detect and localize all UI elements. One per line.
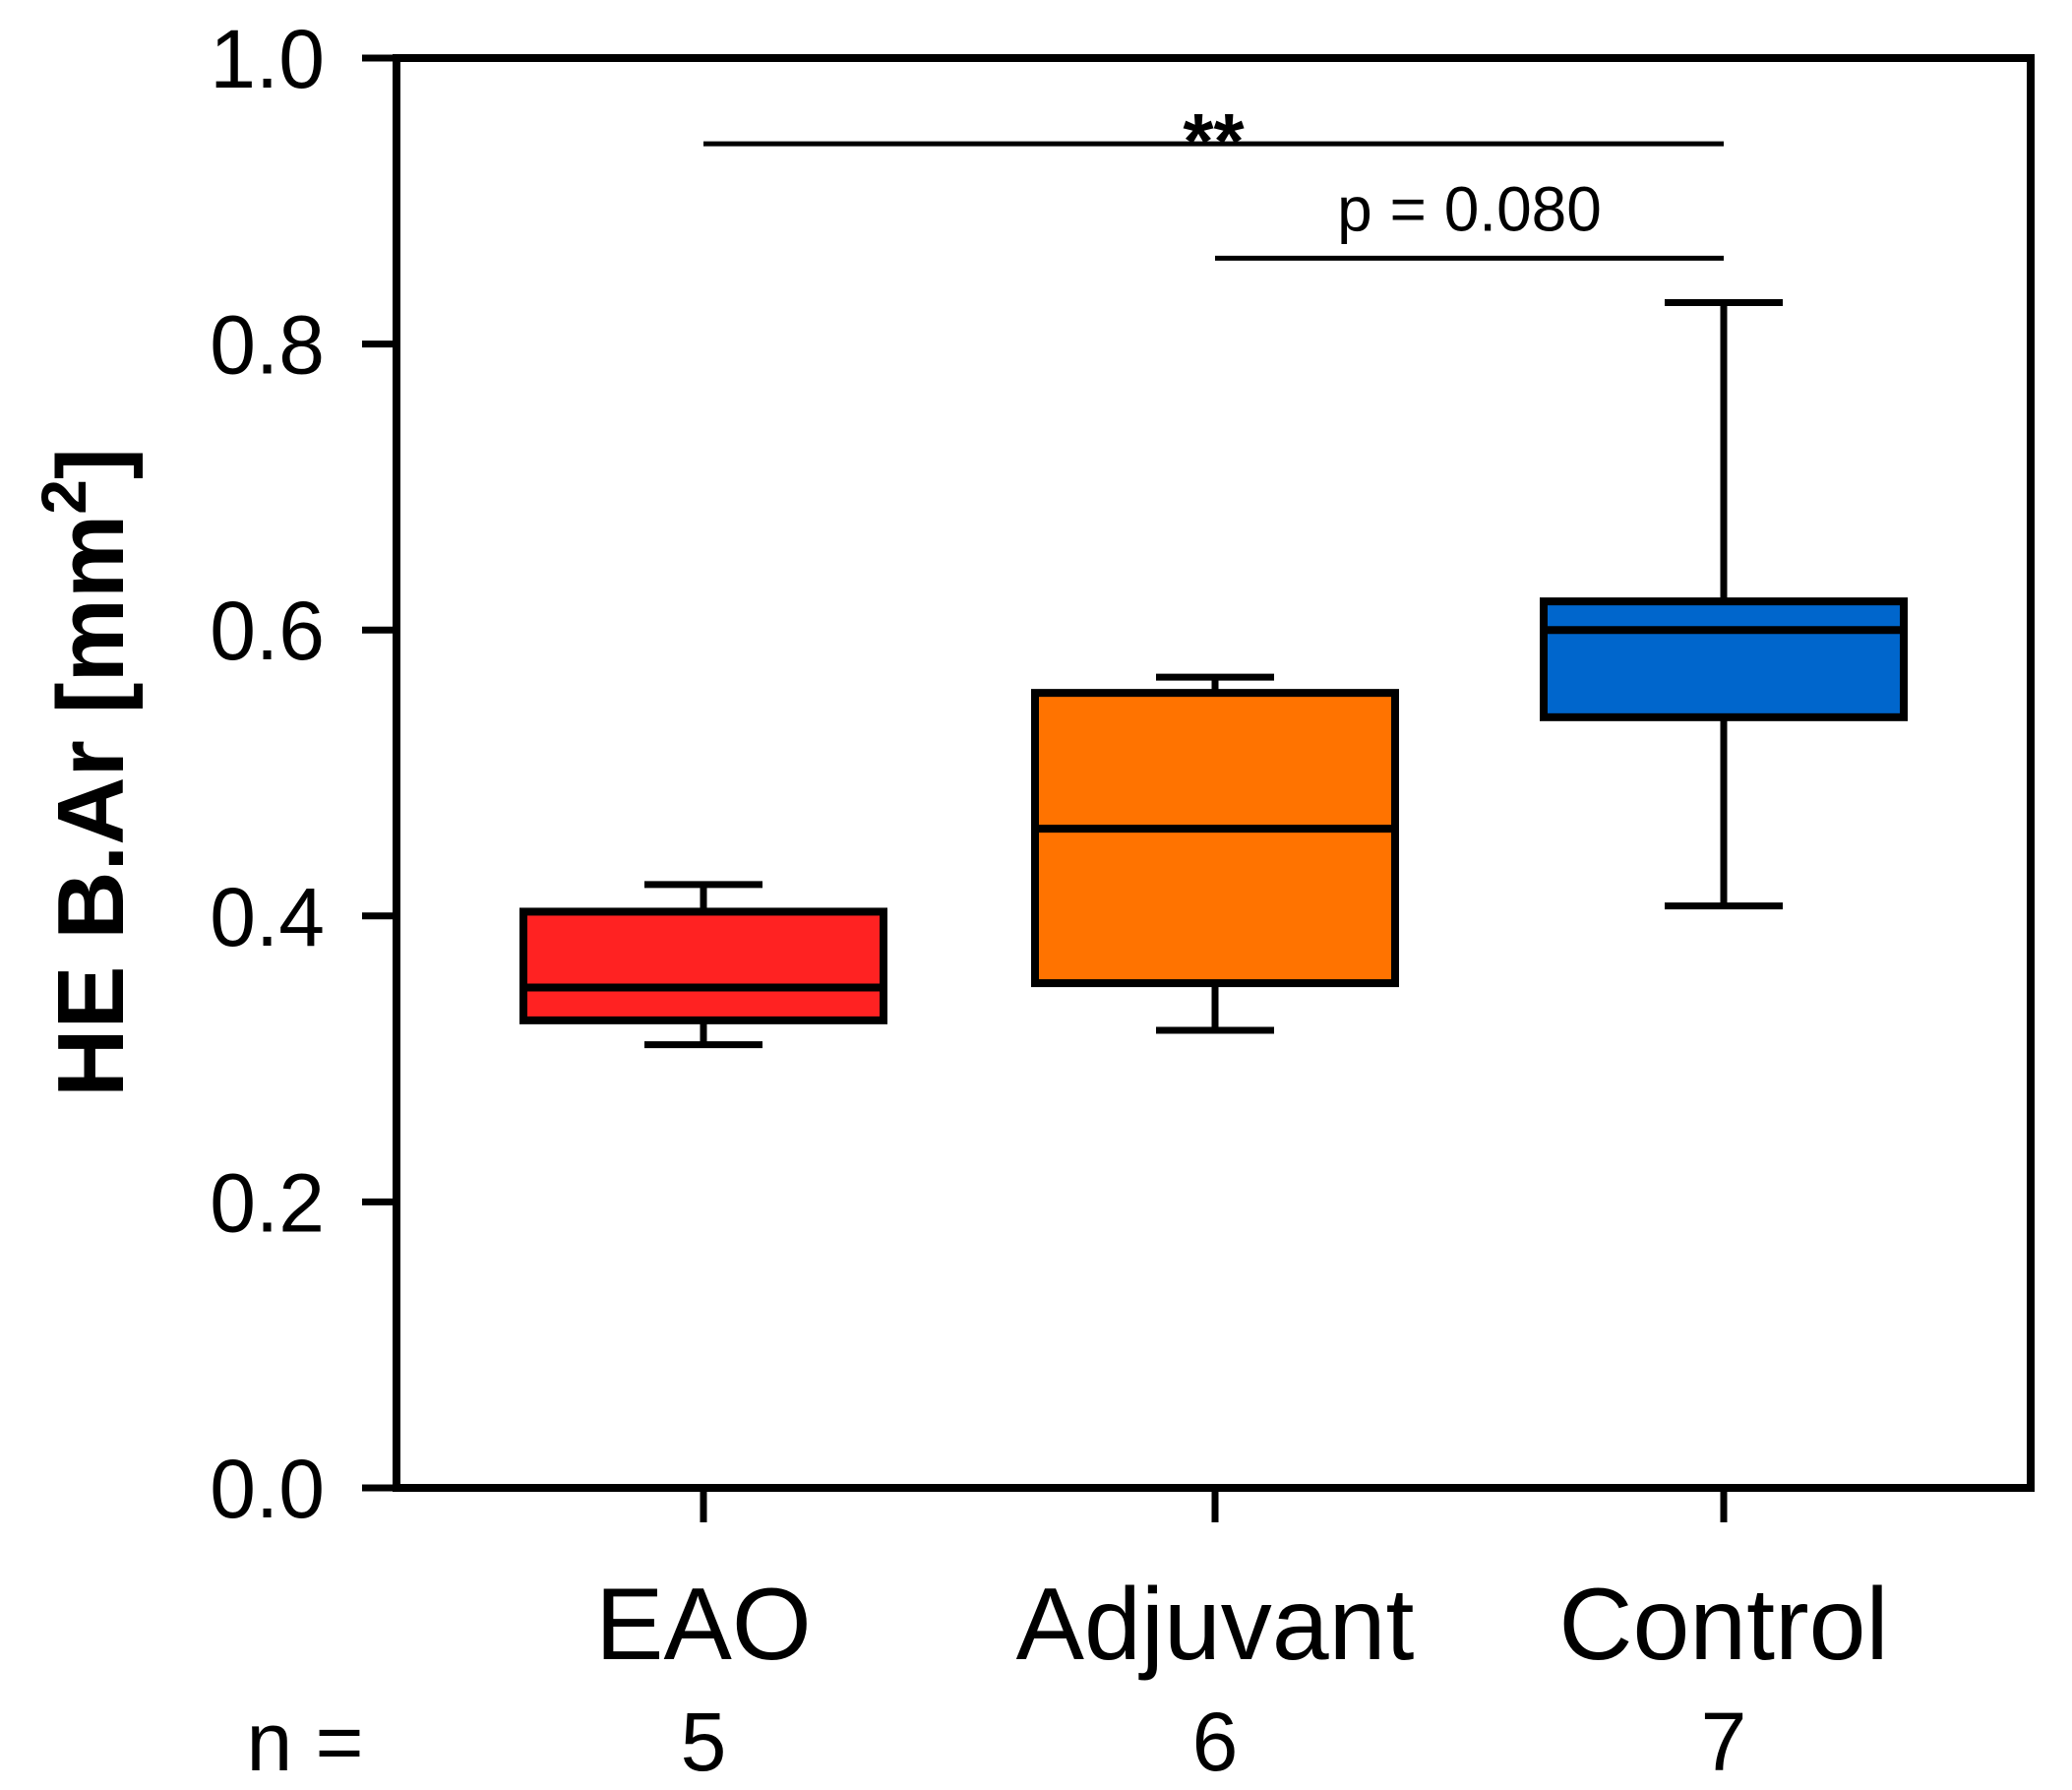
y-tick-label-1: 0.2 (210, 1156, 325, 1249)
x-category-label-1: Adjuvant (1016, 1568, 1415, 1682)
y-axis: 0.0 0.2 0.4 0.6 0.8 1.0 (210, 13, 396, 1535)
annotations-layer: ** p = 0.080 (703, 97, 1724, 261)
box-body-1 (1031, 689, 1399, 988)
significance-label-0: ** (1183, 97, 1245, 185)
y-axis-label-closing: ] (38, 448, 144, 479)
y-axis-label: HE B.Ar [mm2] (29, 448, 144, 1097)
boxes-layer (519, 298, 1908, 1049)
n-label: n = (246, 1696, 363, 1788)
significance-label-1: p = 0.080 (1337, 173, 1602, 244)
x-axis: EAO 5 Adjuvant 6 Control 7 (595, 1488, 1889, 1788)
n-value-0: 5 (681, 1696, 727, 1788)
x-category-label-0: EAO (595, 1568, 812, 1682)
x-category-label-2: Control (1558, 1568, 1888, 1682)
n-value-2: 7 (1701, 1696, 1747, 1788)
y-axis-label-superscript: 2 (29, 479, 99, 515)
n-value-1: 6 (1192, 1696, 1239, 1788)
y-tick-label-5: 1.0 (210, 13, 325, 105)
box-eao (519, 881, 887, 1049)
y-tick-label-2: 0.4 (210, 871, 325, 963)
box-body-0 (519, 907, 887, 1024)
y-tick-label-3: 0.6 (210, 585, 325, 677)
y-tick-label-0: 0.0 (210, 1443, 325, 1535)
box-control (1540, 298, 1908, 910)
y-axis-label-main: HE B.Ar [mm (38, 515, 144, 1097)
box-adjuvant (1031, 673, 1399, 1034)
y-tick-label-4: 0.8 (210, 299, 325, 392)
box-body-2 (1540, 597, 1908, 721)
